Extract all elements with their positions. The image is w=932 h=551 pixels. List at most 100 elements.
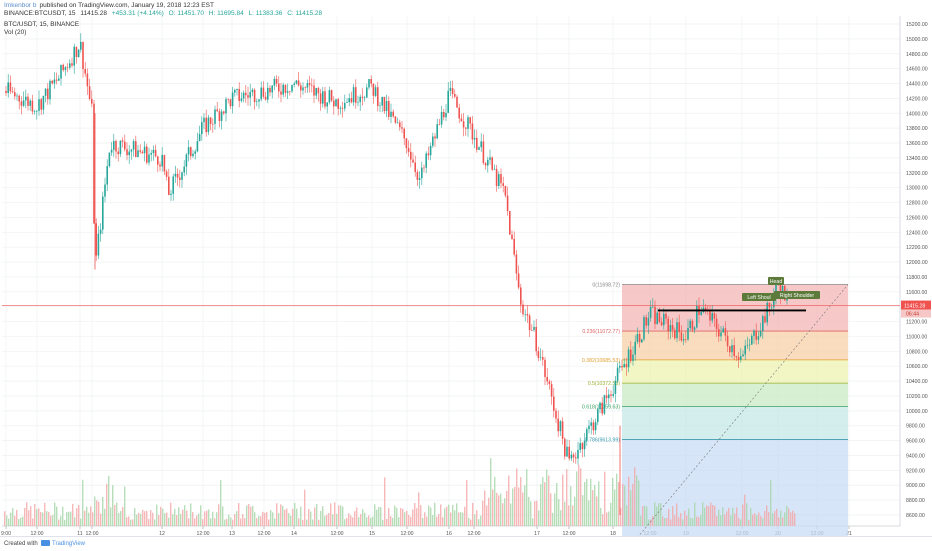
time-tick-label: 16	[446, 531, 452, 536]
volume-bar	[170, 502, 172, 526]
volume-bar	[190, 503, 192, 526]
volume-bar	[726, 511, 728, 526]
candle-body	[779, 284, 782, 298]
volume-bar	[602, 514, 604, 526]
volume-bar	[482, 500, 484, 526]
candle-body	[38, 99, 40, 111]
volume-bar	[504, 498, 506, 526]
candle-body	[198, 134, 201, 142]
candle-body	[632, 354, 634, 361]
publish-info: published on TradingView.com, January 19…	[39, 2, 214, 9]
candle-body	[407, 148, 410, 152]
candle-body	[740, 356, 742, 360]
candle-body	[324, 91, 326, 107]
fib-zone	[622, 406, 848, 440]
volume-bar	[788, 508, 790, 526]
candle-body	[165, 171, 168, 177]
volume-bar	[200, 505, 202, 526]
volume-bar	[428, 505, 430, 526]
volume-bar	[562, 474, 564, 526]
candle-body	[88, 86, 91, 99]
volume-bar	[630, 490, 632, 526]
volume-bar	[176, 515, 178, 526]
candle-body	[95, 223, 97, 256]
time-tick-label: 12:00	[468, 531, 481, 536]
candle-body	[509, 211, 511, 235]
candle-body	[544, 359, 546, 377]
volume-bar	[262, 511, 264, 526]
candle-body	[449, 88, 452, 91]
candle-body	[337, 99, 339, 109]
volume-bar	[62, 506, 64, 526]
candle-body	[566, 446, 568, 457]
volume-bar	[586, 478, 588, 526]
candle-body	[36, 110, 38, 112]
volume-bar	[714, 505, 716, 526]
volume-bar	[596, 496, 598, 526]
candle-body	[630, 349, 632, 361]
volume-bar	[84, 510, 86, 526]
candle-body	[649, 306, 652, 318]
volume-bar	[284, 509, 286, 526]
price-tick-label: 14000.00	[906, 111, 928, 117]
volume-bar	[698, 517, 700, 526]
volume-bar	[742, 504, 744, 526]
volume-bar	[308, 509, 310, 526]
tradingview-brand[interactable]: TradingView	[52, 541, 86, 547]
volume-bar	[362, 509, 364, 526]
volume-bar	[718, 509, 720, 526]
volume-bar	[182, 509, 184, 526]
candle-body	[586, 429, 588, 441]
price-tick-label: 11000.00	[906, 334, 927, 340]
volume-bar	[794, 513, 796, 526]
volume-bar	[178, 507, 180, 526]
volume-bar	[116, 502, 118, 526]
volume-bar	[610, 502, 612, 526]
volume-bar	[376, 509, 378, 526]
candle-body	[634, 341, 636, 355]
candle-body	[300, 85, 302, 91]
candle-body	[106, 166, 108, 185]
candle-body	[671, 325, 674, 331]
volume-bar	[186, 510, 188, 526]
volume-bar	[174, 508, 176, 526]
volume-bar	[230, 517, 232, 526]
volume-bar	[550, 493, 552, 526]
fib-level-label: 0.618(10059.63)	[582, 404, 620, 410]
candle-body	[652, 306, 654, 308]
volume-bar	[446, 506, 448, 526]
author-name[interactable]: Imkenbor b	[4, 2, 37, 9]
price-chart[interactable]: 15200.00 15000.00 14800.00 14600.00 14400.00…	[0, 0, 932, 536]
candle-body	[394, 116, 397, 123]
candle-body	[370, 79, 372, 84]
candle-body	[764, 316, 766, 323]
volume-bar	[6, 515, 8, 526]
volume-bar	[238, 503, 240, 526]
volume-bar	[756, 515, 758, 526]
candle-body	[234, 89, 236, 93]
volume-bar	[450, 512, 452, 526]
volume-bar	[380, 506, 382, 526]
volume-bar	[82, 479, 84, 526]
volume-bar	[460, 511, 462, 526]
volume-bar	[542, 477, 544, 526]
volume-bar	[536, 500, 538, 526]
candle-body	[220, 111, 223, 121]
candle-body	[660, 322, 663, 326]
candle-body	[152, 149, 155, 154]
candle-body	[104, 184, 106, 197]
candle-body	[579, 443, 581, 450]
volume-bar	[422, 517, 424, 526]
symbol-label[interactable]: BINANCE:BTCUSDT, 15	[4, 10, 76, 17]
candle-body	[460, 118, 463, 122]
candle-body	[720, 332, 722, 337]
candle-body	[491, 157, 493, 170]
time-tick-label: 13	[229, 531, 235, 536]
volume-bar	[226, 518, 228, 526]
volume-bar	[342, 506, 344, 526]
volume-bar	[336, 513, 338, 526]
volume-bar	[566, 469, 568, 526]
candle-body	[77, 49, 80, 58]
volume-bar	[214, 518, 216, 526]
candle-body	[260, 87, 262, 100]
